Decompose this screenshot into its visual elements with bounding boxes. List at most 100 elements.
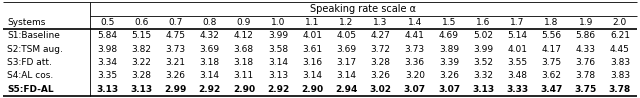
Text: 1.3: 1.3 — [373, 18, 388, 27]
Text: 3.14: 3.14 — [302, 71, 322, 80]
Text: 4.45: 4.45 — [610, 45, 630, 54]
Text: 1.8: 1.8 — [545, 18, 559, 27]
Text: 3.26: 3.26 — [371, 71, 390, 80]
Text: 3.13: 3.13 — [268, 71, 288, 80]
Text: 3.75: 3.75 — [575, 85, 597, 94]
Text: 3.48: 3.48 — [508, 71, 527, 80]
Text: 3.18: 3.18 — [234, 58, 254, 67]
Text: 3.17: 3.17 — [337, 58, 356, 67]
Text: 3.32: 3.32 — [473, 71, 493, 80]
Text: 1.7: 1.7 — [510, 18, 525, 27]
Text: 3.14: 3.14 — [268, 58, 288, 67]
Text: 3.78: 3.78 — [609, 85, 631, 94]
Text: 4.75: 4.75 — [166, 31, 186, 40]
Text: 3.62: 3.62 — [541, 71, 561, 80]
Text: 3.89: 3.89 — [439, 45, 459, 54]
Text: 3.36: 3.36 — [404, 58, 425, 67]
Text: 3.61: 3.61 — [302, 45, 323, 54]
Text: 2.92: 2.92 — [267, 85, 289, 94]
Text: 3.72: 3.72 — [371, 45, 390, 54]
Text: 5.02: 5.02 — [473, 31, 493, 40]
Text: 3.26: 3.26 — [166, 71, 186, 80]
Text: 0.5: 0.5 — [100, 18, 115, 27]
Text: 3.69: 3.69 — [337, 45, 356, 54]
Text: 1.6: 1.6 — [476, 18, 490, 27]
Text: 4.12: 4.12 — [234, 31, 254, 40]
Text: 4.69: 4.69 — [439, 31, 459, 40]
Text: 3.58: 3.58 — [268, 45, 288, 54]
Text: 4.32: 4.32 — [200, 31, 220, 40]
Text: S5:FD-AL: S5:FD-AL — [7, 85, 54, 94]
Text: 0.8: 0.8 — [202, 18, 217, 27]
Text: S2:TSM aug.: S2:TSM aug. — [7, 45, 63, 54]
Text: 2.99: 2.99 — [164, 85, 187, 94]
Text: 3.75: 3.75 — [541, 58, 561, 67]
Text: 5.84: 5.84 — [97, 31, 117, 40]
Text: 3.55: 3.55 — [508, 58, 527, 67]
Text: 0.6: 0.6 — [134, 18, 148, 27]
Text: 3.16: 3.16 — [302, 58, 323, 67]
Text: 1.0: 1.0 — [271, 18, 285, 27]
Text: 2.90: 2.90 — [301, 85, 323, 94]
Text: 5.15: 5.15 — [131, 31, 151, 40]
Text: 3.69: 3.69 — [200, 45, 220, 54]
Text: 4.17: 4.17 — [541, 45, 561, 54]
Text: 3.83: 3.83 — [610, 58, 630, 67]
Text: 3.99: 3.99 — [268, 31, 288, 40]
Text: S4:AL cos.: S4:AL cos. — [7, 71, 53, 80]
Text: 4.01: 4.01 — [302, 31, 322, 40]
Text: 5.86: 5.86 — [575, 31, 596, 40]
Text: 3.13: 3.13 — [130, 85, 152, 94]
Text: 4.33: 4.33 — [576, 45, 596, 54]
Text: 3.13: 3.13 — [96, 85, 118, 94]
Text: 3.22: 3.22 — [131, 58, 151, 67]
Text: 3.68: 3.68 — [234, 45, 254, 54]
Text: 3.39: 3.39 — [439, 58, 459, 67]
Text: 1.4: 1.4 — [408, 18, 422, 27]
Text: 2.90: 2.90 — [233, 85, 255, 94]
Text: 3.82: 3.82 — [131, 45, 151, 54]
Text: 3.20: 3.20 — [404, 71, 425, 80]
Text: 4.41: 4.41 — [405, 31, 425, 40]
Text: 1.5: 1.5 — [442, 18, 456, 27]
Text: 3.52: 3.52 — [473, 58, 493, 67]
Text: 3.14: 3.14 — [200, 71, 220, 80]
Text: 2.94: 2.94 — [335, 85, 358, 94]
Text: 6.21: 6.21 — [610, 31, 630, 40]
Text: 2.92: 2.92 — [198, 85, 221, 94]
Text: S3:FD att.: S3:FD att. — [7, 58, 52, 67]
Text: 3.99: 3.99 — [473, 45, 493, 54]
Text: 0.9: 0.9 — [237, 18, 251, 27]
Text: 3.83: 3.83 — [610, 71, 630, 80]
Text: 3.76: 3.76 — [575, 58, 596, 67]
Text: 4.01: 4.01 — [508, 45, 527, 54]
Text: 3.02: 3.02 — [369, 85, 392, 94]
Text: 3.47: 3.47 — [540, 85, 563, 94]
Text: 4.27: 4.27 — [371, 31, 390, 40]
Text: 3.35: 3.35 — [97, 71, 117, 80]
Text: 3.13: 3.13 — [472, 85, 494, 94]
Text: 3.14: 3.14 — [337, 71, 356, 80]
Text: 3.21: 3.21 — [166, 58, 186, 67]
Text: 3.73: 3.73 — [404, 45, 425, 54]
Text: 0.7: 0.7 — [168, 18, 182, 27]
Text: 1.2: 1.2 — [339, 18, 353, 27]
Text: 3.18: 3.18 — [200, 58, 220, 67]
Text: 3.11: 3.11 — [234, 71, 254, 80]
Text: 3.26: 3.26 — [439, 71, 459, 80]
Text: 3.73: 3.73 — [165, 45, 186, 54]
Text: 3.07: 3.07 — [404, 85, 426, 94]
Text: 3.78: 3.78 — [575, 71, 596, 80]
Text: 3.07: 3.07 — [438, 85, 460, 94]
Text: 3.98: 3.98 — [97, 45, 117, 54]
Text: 5.14: 5.14 — [508, 31, 527, 40]
Text: 5.56: 5.56 — [541, 31, 561, 40]
Text: 4.05: 4.05 — [337, 31, 356, 40]
Text: 1.1: 1.1 — [305, 18, 319, 27]
Text: Speaking rate scale α: Speaking rate scale α — [310, 4, 417, 14]
Text: Systems: Systems — [7, 18, 45, 27]
Text: 1.9: 1.9 — [579, 18, 593, 27]
Text: S1:Baseline: S1:Baseline — [7, 31, 60, 40]
Text: 3.28: 3.28 — [131, 71, 151, 80]
Text: 2.0: 2.0 — [612, 18, 627, 27]
